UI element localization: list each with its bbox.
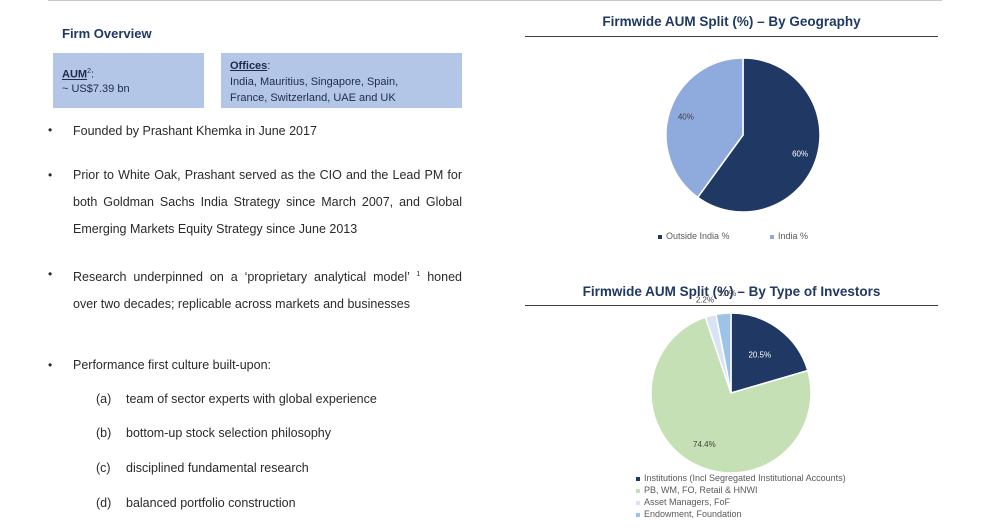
- geography-chart-title: Firmwide AUM Split (%) – By Geography: [602, 14, 861, 29]
- pie-slice: [715, 312, 732, 394]
- sub-item-label: (c): [96, 461, 111, 475]
- legend-swatch: [770, 234, 774, 239]
- bullet-dot: •: [48, 358, 53, 372]
- legend-label: PB, WM, FO, Retail & HNWI: [644, 485, 758, 495]
- sub-item-text: balanced portfolio construction: [126, 496, 296, 510]
- legend-swatch: [636, 512, 640, 517]
- sub-item-text: disciplined fundamental research: [126, 461, 309, 475]
- aum-colon: :: [90, 68, 95, 81]
- legend-swatch: [658, 234, 662, 239]
- legend-swatch: [636, 500, 640, 505]
- pie-data-label: 74.4%: [693, 440, 716, 449]
- pie-data-label: 20.5%: [748, 351, 771, 360]
- offices-line-1: India, Mauritius, Singapore, Spain,: [230, 76, 399, 88]
- bullet-text-part: honed over two decades; replicable acros…: [73, 270, 462, 312]
- aum-label: AUM: [62, 68, 88, 81]
- pie-data-label: 60%: [792, 150, 808, 159]
- bullet-dot: •: [48, 123, 53, 137]
- legend-item: India %: [770, 231, 808, 241]
- legend-label: India %: [778, 231, 809, 241]
- investors-chart-title: Firmwide AUM Split (%) – By Type of Inve…: [582, 284, 881, 299]
- offices-label: Offices: [230, 60, 268, 72]
- bullet-text: Founded by Prashant Khemka in June 2017: [73, 124, 317, 138]
- footnote-marker: 1: [416, 271, 421, 278]
- aum-footnote: 2: [87, 68, 91, 75]
- legend-swatch: [636, 476, 640, 481]
- legend-swatch: [636, 488, 640, 493]
- aum-value: ~ US$7.39 bn: [62, 82, 130, 95]
- bullet-text: Prior to White Oak, Prashant served as t…: [73, 168, 462, 236]
- sub-item-text: bottom-up stock selection philosophy: [126, 426, 331, 440]
- legend-label: Institutions (Incl Segregated Institutio…: [644, 473, 846, 483]
- sub-item-label: (a): [96, 392, 112, 406]
- firm-overview-title: Firm Overview: [62, 26, 152, 41]
- aum-box: AUM2: ~ US$7.39 bn: [53, 53, 204, 108]
- legend-label: Endowment, Foundation: [644, 509, 742, 519]
- legend-label: Asset Managers, FoF: [644, 497, 731, 507]
- pie-data-label: 3.0%: [718, 289, 736, 298]
- bullet-text-part: Research underpinned on a ‘proprietary a…: [73, 270, 410, 285]
- sub-item-text: team of sector experts with global exper…: [126, 392, 377, 406]
- legend-item: Asset Managers, FoF: [636, 497, 730, 507]
- pie-slice: [730, 312, 809, 395]
- investors-chart-rule: [525, 305, 938, 306]
- pie-slice: [696, 57, 821, 213]
- legend-label: Outside India %: [666, 231, 730, 241]
- sub-item-label: (d): [96, 496, 112, 510]
- legend-item: Institutions (Incl Segregated Institutio…: [636, 473, 846, 483]
- offices-box: Offices: India, Mauritius, Singapore, Sp…: [221, 53, 462, 108]
- pie-data-label: 2.2%: [696, 296, 714, 305]
- geography-chart-rule: [525, 36, 938, 37]
- pie-slice: [665, 57, 744, 199]
- legend-item: Endowment, Foundation: [636, 509, 742, 519]
- pie-slice: [650, 316, 812, 474]
- bullet-dot: •: [48, 267, 53, 281]
- sub-item-label: (b): [96, 426, 112, 440]
- bullet-text: Performance first culture built-upon:: [73, 358, 272, 372]
- bullet-dot: •: [48, 168, 53, 182]
- legend-item: Outside India %: [658, 231, 730, 241]
- pie-data-label: 40%: [678, 112, 694, 121]
- top-rule: [48, 0, 942, 1]
- legend-item: PB, WM, FO, Retail & HNWI: [636, 485, 758, 495]
- offices-line-2: France, Switzerland, UAE and UK: [230, 92, 396, 104]
- bullet-text: Research underpinned on a ‘proprietary a…: [73, 261, 462, 318]
- offices-colon: :: [267, 60, 271, 72]
